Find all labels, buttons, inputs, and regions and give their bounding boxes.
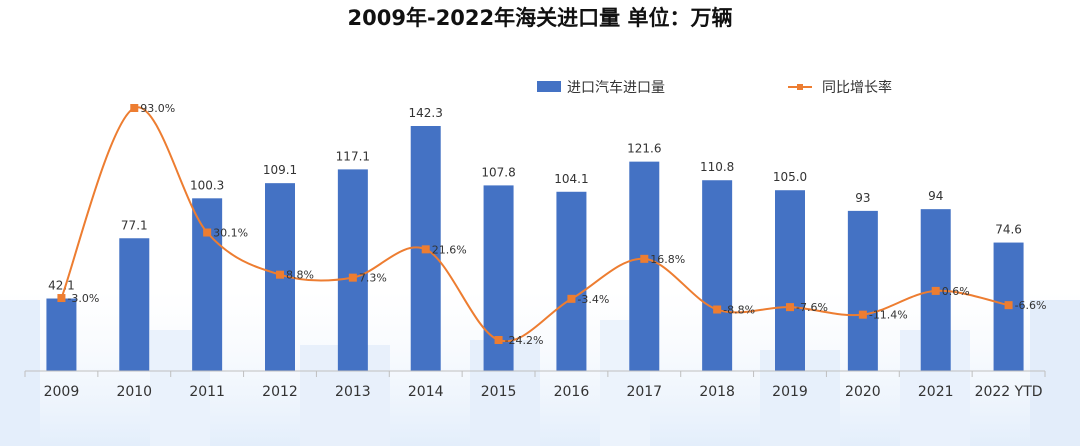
bar-value-label: 109.1: [263, 163, 297, 177]
bar-value-label: 42.1: [48, 279, 75, 293]
growth-rate-marker: [494, 336, 503, 344]
growth-rate-marker: [931, 286, 940, 295]
growth-rate-label: 21.6%: [432, 243, 467, 256]
bar-value-label: 105.0: [773, 170, 807, 184]
x-tick-label: 2012: [262, 384, 298, 400]
bar: [556, 191, 587, 371]
growth-rate-marker: [567, 294, 576, 303]
x-tick-label: 2011: [189, 384, 225, 400]
bar-series: [46, 126, 1024, 371]
bar-value-label: 104.1: [554, 172, 588, 186]
bar: [46, 298, 77, 371]
bar-value-label: 107.8: [481, 165, 515, 179]
growth-rate-labels: -3.0% 93.0% 30.1% 8.8% 7.3% 21.6% -24.2% -3.4% 1…: [67, 102, 1046, 347]
growth-rate-marker: [57, 294, 66, 303]
x-tick-label: 2016: [554, 384, 590, 400]
growth-rate-label: 30.1%: [213, 227, 248, 240]
legend-line-marker: [797, 84, 803, 90]
x-tick-label: 2014: [408, 384, 444, 400]
legend-line-label: 同比增长率: [822, 79, 892, 96]
growth-rate-label: -7.6%: [796, 301, 828, 314]
growth-rate-label: -8.8%: [723, 304, 755, 317]
growth-rate-marker: [1004, 301, 1013, 310]
bar: [775, 190, 805, 371]
growth-rate-label: -11.4%: [869, 309, 908, 322]
growth-rate-label: -3.4%: [577, 293, 609, 306]
bar: [119, 238, 150, 371]
bar: [337, 169, 368, 371]
x-tick-label: 2021: [918, 384, 954, 400]
bar-value-label: 77.1: [121, 218, 148, 232]
growth-rate-marker: [348, 273, 357, 282]
growth-rate-marker: [713, 305, 722, 314]
bar-value-labels: 42.1 77.1 100.3 109.1 117.1 142.3 107.8 104.1 12…: [48, 106, 1022, 293]
growth-rate-label: -24.2%: [505, 334, 544, 347]
bar-value-label: 121.6: [627, 142, 661, 156]
growth-rate-series: [57, 104, 1013, 344]
bar-value-label: 93: [855, 191, 870, 205]
growth-rate-marker: [858, 310, 867, 319]
x-tick-label: 2017: [626, 384, 662, 400]
bar-value-label: 94: [928, 189, 943, 203]
x-tick-label: 2022 YTD: [975, 384, 1043, 400]
growth-rate-marker: [130, 104, 139, 112]
growth-rate-marker: [276, 270, 284, 279]
background-skyline: [0, 290, 1080, 446]
x-tick-label: 2018: [699, 384, 735, 400]
x-tick-label: 2009: [44, 384, 80, 400]
growth-rate-label: -6.6%: [1015, 299, 1047, 312]
bar: [629, 161, 660, 371]
bar-value-label: 142.3: [409, 106, 443, 120]
x-axis: 2009 2010 2011 2012 2013 2014 2015 2016 2017 2018…: [24, 370, 1046, 400]
growth-rate-label: -3.0%: [67, 292, 99, 305]
growth-rate-label: 93.0%: [140, 102, 175, 115]
bar-value-label: 117.1: [336, 149, 370, 163]
x-tick-label: 2019: [772, 384, 808, 400]
legend-bar-swatch: [537, 81, 561, 92]
x-tick-label: 2013: [335, 384, 371, 400]
growth-rate-marker: [640, 254, 649, 263]
growth-rate-marker: [786, 303, 794, 312]
growth-rate-marker: [421, 245, 430, 254]
legend: 进口汽车进口量 同比增长率: [537, 79, 892, 96]
x-tick-label: 2015: [481, 384, 517, 400]
growth-rate-label: 7.3%: [359, 272, 387, 285]
bar: [702, 180, 733, 371]
chart-title: 2009年-2022年海关进口量 单位：万辆: [348, 6, 733, 30]
x-tick-label: 2010: [116, 384, 152, 400]
x-tick-label: 2020: [845, 384, 881, 400]
bar: [847, 210, 878, 371]
growth-rate-label: 16.8%: [650, 253, 685, 266]
growth-rate-label: 0.6%: [942, 285, 970, 298]
legend-bar-label: 进口汽车进口量: [567, 79, 665, 96]
growth-rate-label: 8.8%: [286, 269, 314, 282]
bar-value-label: 74.6: [995, 223, 1022, 237]
growth-rate-marker: [203, 228, 212, 237]
bar-value-label: 110.8: [700, 160, 734, 174]
bar: [192, 198, 223, 371]
bar-value-label: 100.3: [190, 178, 224, 192]
